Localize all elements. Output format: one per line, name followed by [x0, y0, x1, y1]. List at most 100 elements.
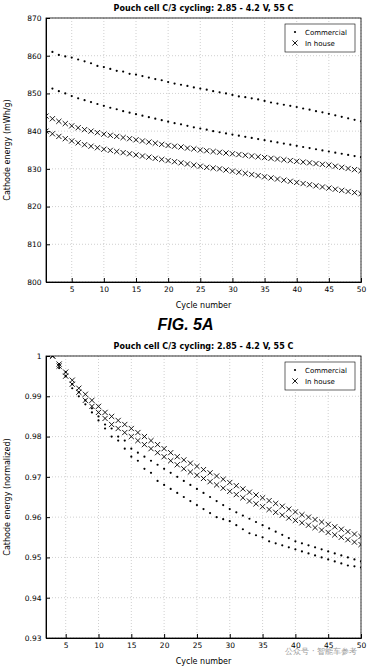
point — [255, 534, 257, 536]
point — [173, 122, 175, 124]
point — [339, 535, 344, 540]
point — [253, 501, 258, 506]
point — [189, 500, 191, 502]
grid-line — [46, 517, 361, 518]
point — [347, 564, 349, 566]
point — [280, 513, 285, 518]
point — [116, 108, 118, 110]
point — [156, 480, 158, 482]
point — [286, 515, 291, 520]
series — [51, 356, 361, 569]
point — [214, 473, 219, 478]
point — [90, 62, 92, 64]
tick-mark — [131, 634, 132, 638]
point — [253, 492, 258, 497]
tick: 5 — [64, 634, 69, 650]
point — [90, 101, 92, 103]
legend-label: Commercial — [305, 29, 347, 37]
point — [222, 518, 224, 520]
point — [209, 496, 211, 498]
point — [263, 139, 265, 141]
point — [223, 150, 228, 155]
point — [88, 129, 93, 134]
point — [221, 477, 226, 482]
point — [96, 103, 98, 105]
point — [321, 548, 323, 550]
point — [154, 78, 156, 80]
tick-mark — [46, 598, 50, 599]
point — [260, 504, 265, 509]
point — [270, 101, 272, 103]
point — [347, 556, 349, 558]
tick-mark — [361, 634, 362, 638]
point — [281, 544, 283, 546]
point — [212, 90, 214, 92]
tick: 870 — [27, 14, 50, 23]
point — [50, 131, 55, 136]
grid-line — [168, 18, 169, 282]
point — [148, 446, 153, 451]
point — [280, 504, 285, 509]
point — [91, 411, 93, 413]
tick-label: 35 — [258, 641, 268, 650]
point — [135, 113, 137, 115]
point — [148, 438, 153, 443]
point — [46, 85, 47, 87]
y-axis-label: Cathode energy (normalized) — [3, 438, 12, 555]
point — [270, 140, 272, 142]
point — [358, 168, 361, 173]
point — [251, 97, 253, 99]
point — [104, 427, 106, 429]
point — [178, 144, 183, 149]
grid-line — [46, 244, 361, 245]
point — [140, 153, 145, 158]
tick-label: 20 — [164, 285, 174, 294]
point — [155, 442, 160, 447]
point — [122, 422, 127, 427]
point — [141, 115, 143, 117]
point — [50, 356, 55, 359]
point — [314, 546, 316, 548]
point — [111, 435, 113, 437]
point — [56, 119, 61, 124]
point — [170, 472, 172, 474]
point — [116, 426, 121, 431]
point — [159, 157, 164, 162]
point — [308, 109, 310, 111]
tick-label: 15 — [127, 641, 137, 650]
tick: 820 — [27, 202, 50, 211]
point — [162, 454, 167, 459]
point — [262, 155, 267, 160]
tick-label: 840 — [27, 127, 42, 136]
tick-mark — [136, 278, 137, 282]
point — [148, 116, 150, 118]
point — [148, 76, 150, 78]
series — [46, 85, 361, 158]
title: Pouch cell C/3 cycling: 2.85 - 4.2 V, 55… — [114, 342, 294, 351]
point — [202, 508, 204, 510]
point — [185, 161, 190, 166]
point — [315, 110, 317, 112]
point — [227, 480, 232, 485]
point — [360, 156, 361, 158]
point — [128, 112, 130, 114]
tick-mark — [46, 437, 50, 438]
point — [353, 558, 355, 560]
point — [109, 422, 114, 427]
point — [140, 138, 145, 143]
axis-line — [47, 19, 51, 283]
point — [302, 146, 304, 148]
point — [114, 149, 119, 154]
tick-mark — [200, 278, 201, 282]
point — [199, 127, 201, 129]
tick-mark — [265, 278, 266, 282]
tick-label: 0.99 — [25, 392, 42, 401]
point — [273, 501, 278, 506]
tick-mark — [46, 56, 50, 57]
point — [69, 123, 74, 128]
point — [275, 542, 277, 544]
tick-label: 35 — [260, 285, 270, 294]
point — [294, 180, 299, 185]
point — [183, 496, 185, 498]
point — [327, 558, 329, 560]
